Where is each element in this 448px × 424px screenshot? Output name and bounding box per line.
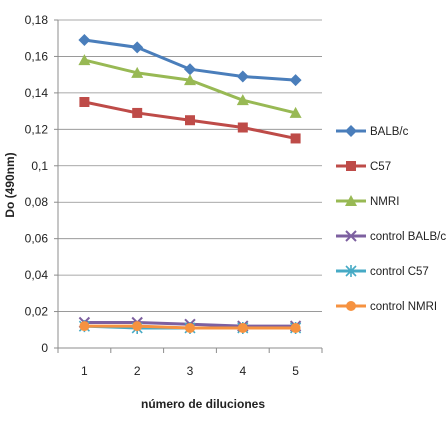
- data-point: [237, 122, 248, 133]
- y-tick-label: 0,1: [31, 159, 48, 173]
- legend-item: C57: [336, 161, 391, 173]
- legend-swatch-marker: [346, 161, 356, 171]
- y-tick-label: 0,04: [25, 268, 49, 282]
- series-balb-c: [78, 34, 302, 87]
- legend-label: control BALB/c: [370, 231, 446, 243]
- data-point: [184, 63, 196, 76]
- data-point: [131, 41, 144, 54]
- legend-label: C57: [370, 161, 391, 173]
- legend-item: BALB/c: [336, 125, 409, 138]
- data-point: [79, 97, 90, 107]
- legend-label: NMRI: [370, 196, 399, 208]
- legend-label: control C57: [370, 266, 429, 278]
- y-tick-label: 0,18: [25, 13, 49, 27]
- legend-swatch-marker: [345, 125, 357, 137]
- legend-item: control C57: [336, 265, 429, 278]
- y-tick-label: 0,12: [25, 122, 49, 136]
- data-series: [78, 34, 302, 334]
- legend-swatch-marker: [346, 301, 356, 311]
- y-tick-label: 0,06: [25, 232, 49, 246]
- data-point: [289, 106, 302, 118]
- axes: [54, 19, 323, 353]
- y-tick-label: 0,14: [25, 86, 49, 100]
- data-point: [185, 322, 195, 333]
- y-tick-label: 0: [41, 341, 48, 355]
- legend-item: control NMRI: [336, 301, 437, 313]
- data-point: [185, 115, 195, 126]
- y-axis-title: Do (490nm): [3, 152, 17, 217]
- y-tick-label: 0,02: [25, 305, 49, 319]
- series-c57: [79, 97, 301, 144]
- data-point: [236, 70, 249, 83]
- x-tick-label: 3: [187, 364, 194, 378]
- legend-swatch-marker: [345, 195, 357, 206]
- data-point: [290, 322, 301, 333]
- data-point: [184, 74, 196, 86]
- data-point: [79, 321, 90, 332]
- data-point: [132, 107, 143, 118]
- data-point: [78, 54, 91, 66]
- data-point: [290, 133, 301, 144]
- x-tick-label: 5: [292, 364, 299, 378]
- y-tick-label: 0,08: [25, 195, 49, 209]
- data-point: [289, 74, 302, 87]
- series-nmri: [78, 54, 302, 118]
- data-point: [132, 321, 143, 332]
- x-tick-label: 2: [134, 364, 141, 378]
- y-tick-label: 0,16: [25, 49, 49, 63]
- data-point: [131, 66, 144, 78]
- x-axis-title: número de diluciones: [141, 397, 265, 411]
- tick-labels: 0 0,02 0,04 0,06 0,08 0,1 0,12 0,14 0,16 0,18 1 2 3 4…: [25, 13, 300, 378]
- gridlines: [58, 19, 322, 312]
- legend-label: BALB/c: [370, 126, 409, 138]
- legend-item: control BALB/c: [336, 230, 446, 243]
- data-point: [236, 94, 249, 106]
- legend-label: control NMRI: [370, 301, 437, 313]
- legend-swatch-marker: [345, 230, 357, 242]
- x-tick-label: 4: [239, 364, 246, 378]
- data-point: [78, 34, 91, 47]
- series-control-nmri: [79, 321, 301, 333]
- legend-item: NMRI: [336, 195, 399, 208]
- data-point: [237, 322, 248, 333]
- legend-swatch-marker: [345, 265, 357, 277]
- x-tick-label: 1: [81, 364, 88, 378]
- legend: BALB/c C57 NMRI control BALB/c control C57 co…: [336, 125, 446, 313]
